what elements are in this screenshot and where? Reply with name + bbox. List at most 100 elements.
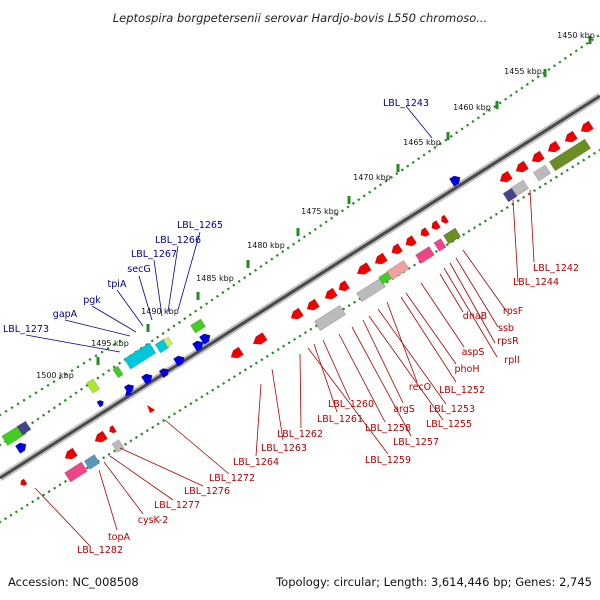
gene-label: LBL_1265 (177, 220, 223, 231)
track-dot (504, 97, 508, 101)
callout-line (377, 308, 447, 405)
track-dot (47, 490, 51, 494)
track-dot (471, 119, 475, 124)
track-dot (494, 212, 498, 216)
cds-block (386, 259, 410, 281)
track-dot (362, 194, 366, 198)
callout-line (420, 282, 465, 348)
track-dot (14, 510, 18, 514)
track-dot (276, 348, 280, 352)
track-dot (107, 369, 111, 373)
gene-arrow (306, 298, 320, 311)
track-dot (462, 233, 466, 237)
track-dot (558, 60, 562, 64)
track-dot (31, 421, 35, 425)
track-dot (493, 105, 497, 109)
track-dot (298, 334, 302, 338)
track-dot (36, 417, 40, 421)
cds-block (548, 138, 592, 172)
track-dot (565, 168, 569, 172)
track-dot (70, 369, 74, 373)
cds-block (414, 245, 436, 265)
cds-block (377, 271, 393, 285)
track-dot (58, 376, 62, 380)
track-dot (9, 513, 13, 517)
kbp-tick (196, 292, 200, 300)
track-dot (571, 165, 575, 169)
kbp-labels: 1450 kbp 1455 kbp 1460 kbp 1465 kbp 1470 kbp… (36, 31, 595, 380)
gene-arrow (199, 333, 211, 345)
track-dot (434, 249, 438, 253)
track-dot (0, 443, 2, 447)
track-dot (489, 216, 493, 220)
kbp-tick (246, 260, 250, 268)
callout-line (400, 296, 457, 383)
track-dot (347, 304, 351, 308)
track-dot (368, 190, 372, 194)
track-dot (52, 380, 56, 384)
track-dot (384, 179, 388, 183)
track-dot (593, 151, 597, 155)
track-dot (28, 394, 32, 399)
track-dot (576, 162, 580, 166)
gene-arrow (94, 430, 108, 443)
track-dot (574, 49, 578, 53)
callout-line (362, 319, 404, 404)
track-dot (536, 75, 540, 79)
callout-line (177, 231, 201, 311)
track-dot (413, 263, 417, 267)
gene-arrow (374, 252, 388, 265)
topology-summary: Topology: circular; Length: 3,614,446 bp… (275, 575, 592, 589)
outer-dotted-track (0, 339, 122, 417)
gene-arrow (531, 150, 545, 163)
track-dot (281, 250, 285, 254)
track-dot (161, 331, 165, 335)
gene-arrow (290, 307, 304, 320)
track-dot (0, 413, 2, 417)
gene-arrow (420, 227, 430, 237)
callout-line (529, 189, 535, 263)
gene-arrow (405, 235, 417, 247)
gene-label: LBL_1276 (184, 486, 230, 497)
callout-line (307, 347, 389, 455)
gene-label: ssb (498, 323, 514, 334)
track-dot (433, 146, 437, 150)
track-dot (211, 388, 215, 392)
track-dot (511, 202, 515, 206)
track-dot (520, 86, 524, 90)
gene-label: rpsR (497, 336, 519, 347)
track-dot (554, 175, 558, 179)
gene-arrow (391, 243, 403, 255)
track-dot (351, 201, 355, 205)
gene-label: LBL_1277 (154, 500, 200, 511)
gene-label: LBL_1243 (383, 98, 429, 109)
gene-arrow (147, 405, 155, 413)
gene-arrow (64, 447, 78, 460)
track-dot (134, 435, 138, 439)
callout-line (91, 305, 137, 333)
track-dot (260, 358, 264, 362)
track-dot (194, 398, 198, 402)
track-dot (411, 160, 415, 164)
track-dot (205, 391, 209, 396)
track-dot (514, 90, 518, 94)
track-dot (156, 422, 160, 426)
track-dot (478, 222, 482, 226)
track-dot (151, 425, 155, 429)
track-dot (36, 496, 40, 500)
track-dot (587, 155, 591, 159)
callout-line (512, 199, 519, 283)
track-dot (106, 346, 110, 350)
gene-arrow (173, 355, 185, 367)
track-dot (342, 307, 346, 311)
callout-line (462, 249, 508, 313)
track-dot (582, 158, 586, 162)
callout-line (25, 334, 121, 353)
cds-block (111, 438, 125, 454)
callout-line (439, 273, 464, 313)
track-dot (292, 242, 296, 246)
track-dot (102, 456, 106, 460)
cds-block (189, 318, 207, 334)
kbp-tick (396, 164, 400, 172)
track-dot (233, 375, 237, 379)
